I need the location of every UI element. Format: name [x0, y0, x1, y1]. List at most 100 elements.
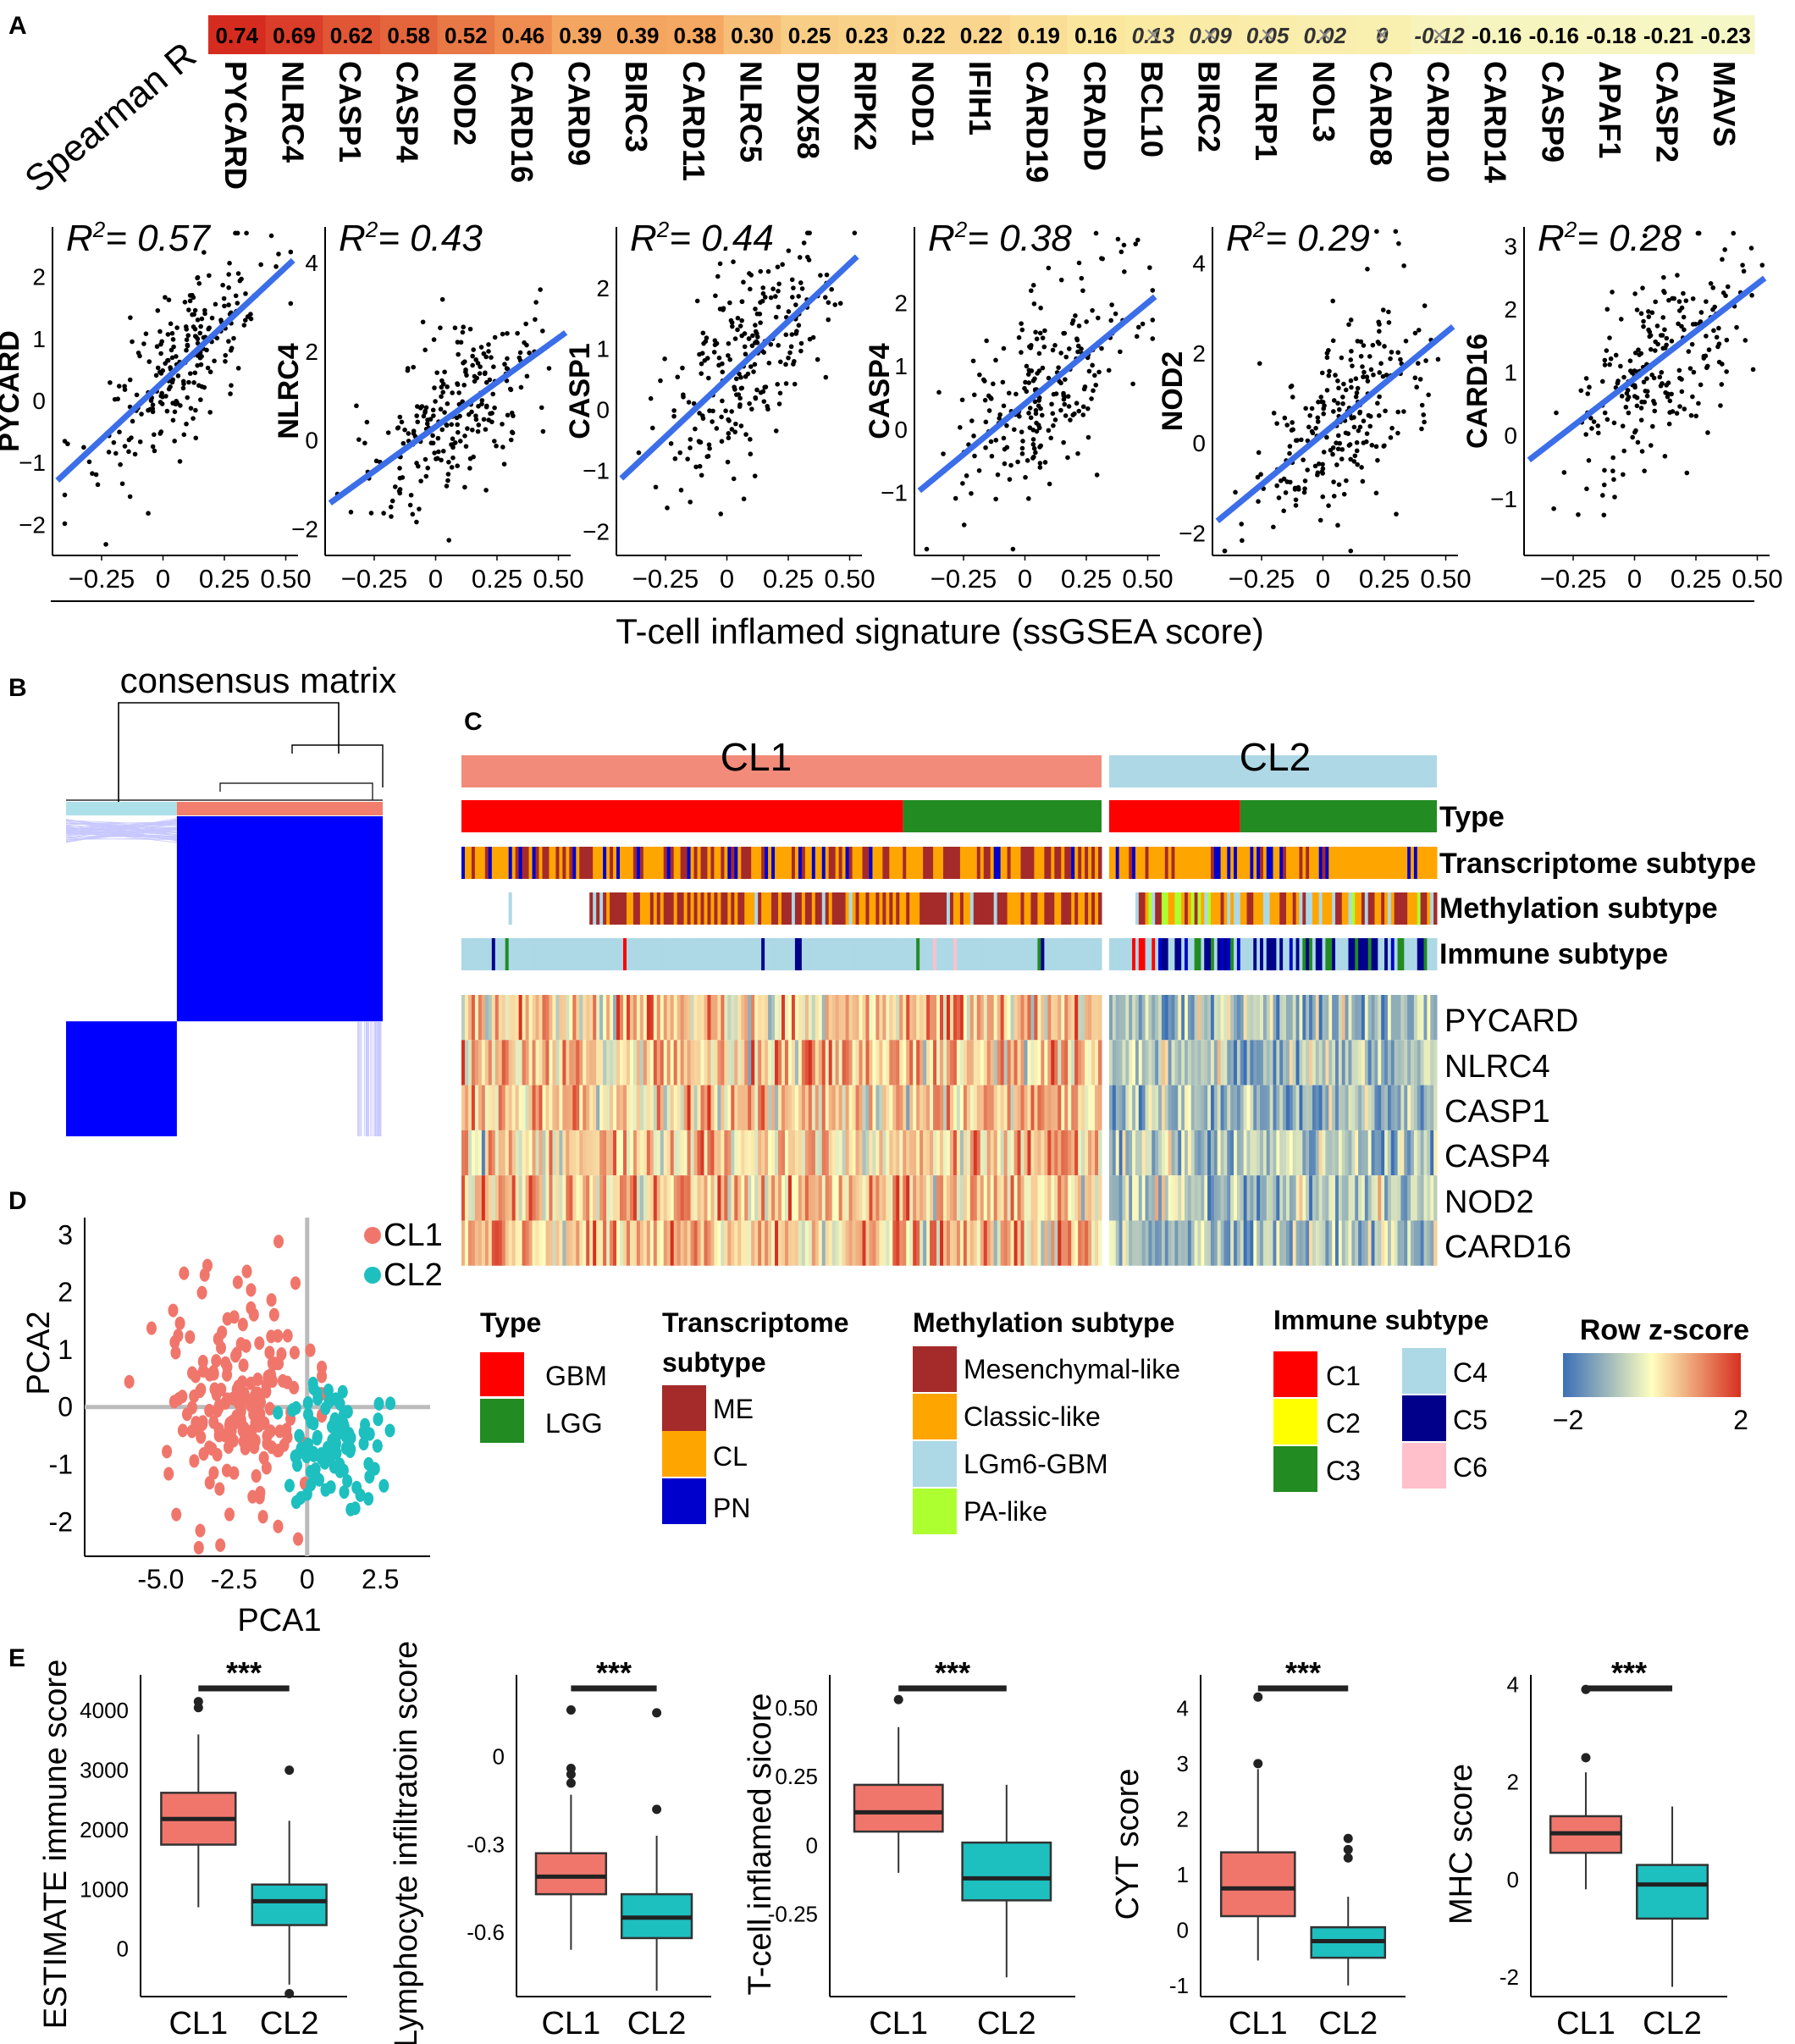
expr-cell	[484, 1220, 489, 1266]
expr-cell	[1158, 1040, 1163, 1086]
expr-cell	[815, 1220, 820, 1266]
scatter-point	[686, 400, 692, 405]
methylation-cell	[622, 892, 627, 925]
expr-cell	[505, 1220, 510, 1266]
immune-cell	[1171, 938, 1175, 970]
scatter-point	[1026, 411, 1031, 416]
scatter-point	[1030, 283, 1036, 288]
expr-cell	[926, 1085, 931, 1130]
scatter-point	[1360, 478, 1366, 484]
expr-cell	[1361, 1085, 1366, 1130]
scatter-point	[195, 275, 200, 281]
transcriptome-cell	[478, 847, 483, 879]
transcriptome-cell	[778, 847, 782, 879]
expr-cell	[1078, 995, 1082, 1041]
expr-cell	[1325, 995, 1329, 1041]
scatter-point	[1337, 440, 1343, 446]
expr-cell	[916, 1130, 920, 1176]
transcriptome-cell	[494, 847, 500, 879]
expr-cell	[505, 1085, 510, 1130]
scatter-xtick-label: 0	[720, 564, 734, 594]
scatter-point	[1316, 461, 1322, 467]
transcriptome-cell	[613, 847, 617, 879]
expr-cell	[811, 1130, 816, 1176]
transcriptome-cell	[1081, 847, 1085, 879]
expr-cell	[632, 1040, 638, 1086]
methylation-cell	[1289, 892, 1294, 925]
methylation-cell	[1115, 892, 1120, 925]
immune-cell	[865, 938, 870, 970]
scatter-fit-line	[1215, 324, 1455, 524]
scatter-point	[680, 365, 685, 371]
expr-cell	[811, 1175, 816, 1221]
expr-cell	[926, 1175, 931, 1221]
expr-cell	[593, 1040, 597, 1086]
scatter-point	[1749, 292, 1754, 298]
expr-cell	[1285, 1130, 1290, 1176]
expr-cell	[1024, 995, 1028, 1041]
expr-cell	[1181, 1175, 1185, 1221]
scatter-point	[415, 419, 421, 425]
scatter-point	[1004, 445, 1010, 450]
scatter-point	[1583, 432, 1588, 437]
immune-cell	[761, 938, 765, 970]
legend-swatch-c1	[1273, 1351, 1317, 1397]
immune-cell	[899, 938, 903, 970]
heatmap-gene-6: CARD16	[1444, 1229, 1571, 1265]
scatter-point	[158, 351, 163, 356]
expr-cell	[1279, 995, 1284, 1041]
expr-cell	[1129, 1175, 1133, 1221]
scatter-point	[986, 408, 992, 413]
scatter-point	[442, 369, 447, 375]
expr-cell	[1190, 1175, 1196, 1221]
scatter-point	[971, 392, 977, 398]
expr-cell	[1010, 1130, 1015, 1176]
methylation-cell	[569, 892, 573, 925]
legend-methylation: Methylation subtype Mesenchymal-like Cla…	[913, 1307, 1180, 1534]
boxplot-outlier-cl1	[566, 1704, 576, 1715]
expr-cell	[1085, 1175, 1089, 1221]
transcriptome-cell	[1171, 847, 1175, 879]
boxplot-box-cl2	[961, 1841, 1052, 1902]
scatter-point	[1033, 450, 1038, 456]
scatter-point	[135, 351, 141, 356]
scatter-point	[786, 248, 792, 253]
methylation-cell	[666, 892, 671, 925]
expr-cell	[596, 1040, 600, 1086]
expr-cell	[471, 1220, 476, 1266]
methylation-cell	[589, 892, 594, 925]
expr-cell	[731, 1040, 735, 1086]
expr-cell	[562, 1220, 566, 1266]
expr-cell	[1276, 1130, 1280, 1176]
expr-cell	[1292, 1130, 1297, 1176]
scatter-point	[726, 340, 732, 346]
pca-point-cl2	[363, 1492, 374, 1506]
scatter-point	[710, 408, 715, 414]
expr-cell	[1325, 1085, 1329, 1130]
expr-cell	[1109, 1040, 1113, 1086]
expr-cell	[818, 1220, 823, 1266]
expr-cell	[714, 1040, 718, 1086]
immune-cell	[1190, 938, 1196, 970]
scatter-point	[1601, 512, 1607, 518]
expr-cell	[940, 1040, 944, 1086]
expr-cell	[1236, 1040, 1241, 1086]
scatter-point	[127, 494, 133, 500]
expr-cell	[535, 995, 540, 1041]
transcriptome-cell	[976, 847, 981, 879]
expr-cell	[1240, 995, 1245, 1041]
expr-cell	[1074, 1220, 1079, 1266]
expr-cell	[882, 1175, 886, 1221]
expr-cell	[643, 1085, 648, 1130]
expr-cell	[969, 1175, 975, 1221]
scatter-point	[540, 329, 545, 334]
methylation-cell	[518, 892, 523, 925]
methylation-cell	[1253, 892, 1257, 925]
expr-cell	[1250, 1175, 1254, 1221]
expr-cell	[1064, 1220, 1069, 1266]
expr-cell	[613, 1040, 617, 1086]
expr-cell	[966, 1040, 971, 1086]
expr-cell	[892, 1175, 897, 1221]
expr-cell	[835, 1130, 840, 1176]
scatter-point	[461, 382, 467, 388]
